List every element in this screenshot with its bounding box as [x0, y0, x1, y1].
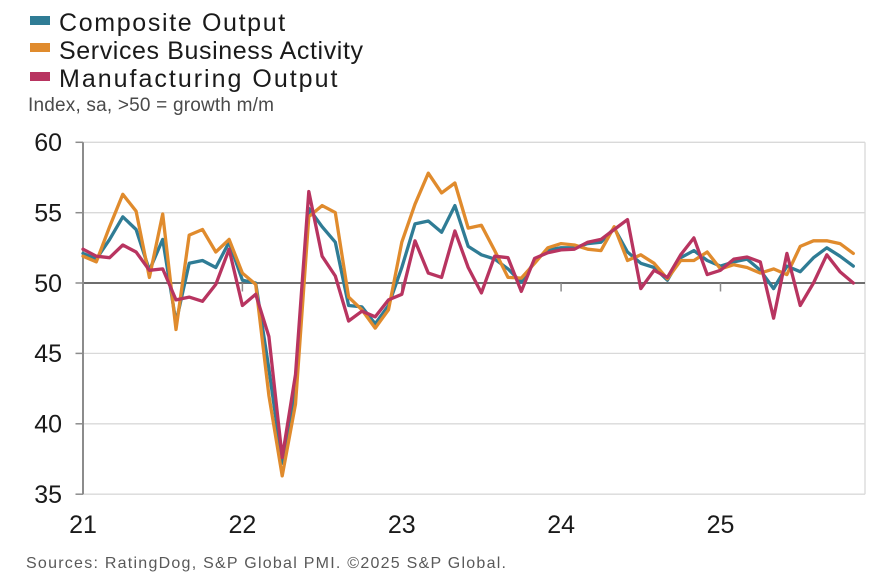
svg-text:22: 22	[228, 511, 256, 539]
svg-text:25: 25	[707, 511, 735, 539]
svg-text:40: 40	[34, 411, 62, 439]
svg-text:21: 21	[69, 511, 97, 539]
svg-text:50: 50	[34, 270, 62, 298]
svg-text:23: 23	[388, 511, 416, 539]
svg-text:24: 24	[547, 511, 575, 539]
svg-text:35: 35	[34, 481, 62, 509]
svg-text:60: 60	[34, 129, 62, 157]
svg-text:55: 55	[34, 200, 62, 228]
svg-text:45: 45	[34, 340, 62, 368]
